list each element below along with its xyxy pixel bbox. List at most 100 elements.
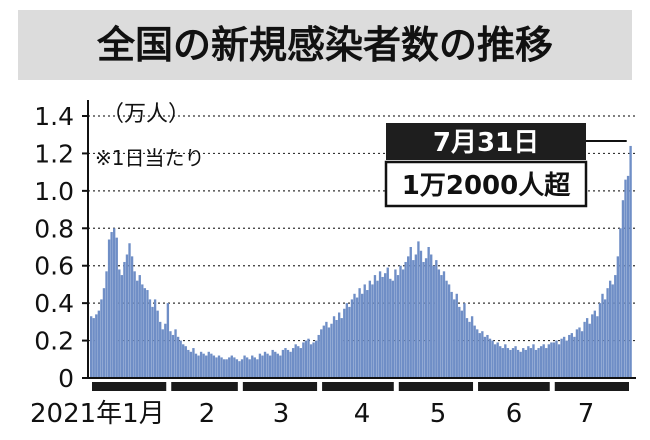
bar (522, 348, 525, 378)
bar (179, 340, 182, 378)
x-month-label: 2 (199, 399, 216, 429)
bar (202, 353, 205, 378)
bar (621, 200, 625, 378)
bar (404, 261, 407, 378)
bar (355, 297, 359, 378)
bar (220, 357, 223, 378)
bar (294, 344, 297, 378)
bar (514, 346, 517, 378)
bar (266, 353, 269, 378)
bar (389, 278, 392, 378)
bar (115, 237, 118, 378)
bar (458, 306, 461, 378)
bar (381, 276, 384, 378)
note-text: ※1日当たり (95, 146, 204, 170)
bar (606, 288, 609, 378)
bar (118, 269, 121, 378)
bar (427, 247, 430, 378)
bar (171, 334, 175, 378)
bar (174, 329, 177, 378)
bar (578, 327, 581, 378)
bar (281, 349, 285, 378)
bar (585, 318, 589, 378)
bar (184, 346, 187, 378)
x-month-label: 4 (354, 399, 371, 429)
x-month-label: 5 (430, 399, 447, 429)
bar (560, 338, 563, 378)
bar (588, 323, 591, 378)
bar (156, 310, 159, 378)
bar (153, 299, 157, 378)
bar (596, 316, 599, 378)
bar (302, 342, 305, 378)
bar (133, 271, 136, 378)
bar (483, 336, 487, 378)
bar (450, 291, 453, 378)
bar (629, 145, 632, 378)
bar (161, 329, 164, 378)
y-tick-label: 0.4 (34, 289, 74, 318)
bar (330, 323, 333, 378)
bar (268, 355, 272, 378)
bar (128, 243, 131, 378)
unit-label: （万人） (102, 102, 190, 127)
bar (435, 260, 438, 378)
bar (396, 275, 400, 378)
bar (225, 359, 228, 378)
bar (573, 336, 576, 378)
bar (276, 353, 279, 378)
bar (565, 340, 568, 378)
bar (100, 299, 103, 378)
bar (537, 348, 540, 378)
bar (611, 284, 614, 378)
bar (248, 359, 251, 378)
bar (263, 351, 267, 378)
x-month-label: 6 (506, 399, 523, 429)
bar (233, 357, 236, 378)
bar (504, 344, 507, 378)
bar (496, 342, 499, 378)
bar (455, 293, 458, 378)
bar (105, 271, 108, 378)
bar (419, 250, 423, 378)
bar (222, 359, 226, 378)
month-block (322, 382, 394, 391)
bar (314, 340, 318, 378)
bar (547, 344, 550, 378)
bar (453, 299, 456, 378)
bar (568, 334, 571, 378)
bar (366, 290, 369, 378)
bar (616, 256, 620, 378)
bar (580, 331, 584, 378)
bar (384, 273, 387, 378)
bar (113, 228, 116, 378)
bar (107, 239, 111, 378)
bar (337, 312, 341, 378)
bar (516, 349, 520, 378)
bar (164, 323, 167, 378)
bar (378, 271, 382, 378)
y-tick-label: 1.0 (34, 177, 74, 206)
bar (279, 355, 282, 378)
bar (412, 260, 415, 378)
bar (136, 280, 139, 378)
bar (251, 355, 254, 378)
bar (445, 280, 448, 378)
bar (486, 334, 489, 378)
bar (401, 269, 405, 378)
bar (199, 351, 203, 378)
bar (524, 349, 527, 378)
bar (189, 351, 193, 378)
bar (371, 284, 374, 378)
month-block (171, 382, 238, 391)
bar (141, 284, 144, 378)
bar (187, 349, 190, 378)
bar (509, 349, 512, 378)
bar (327, 327, 331, 378)
bar (332, 316, 336, 378)
y-tick-label: 1.2 (34, 139, 74, 168)
month-block (478, 382, 550, 391)
bar (506, 348, 510, 378)
bar (465, 318, 469, 378)
